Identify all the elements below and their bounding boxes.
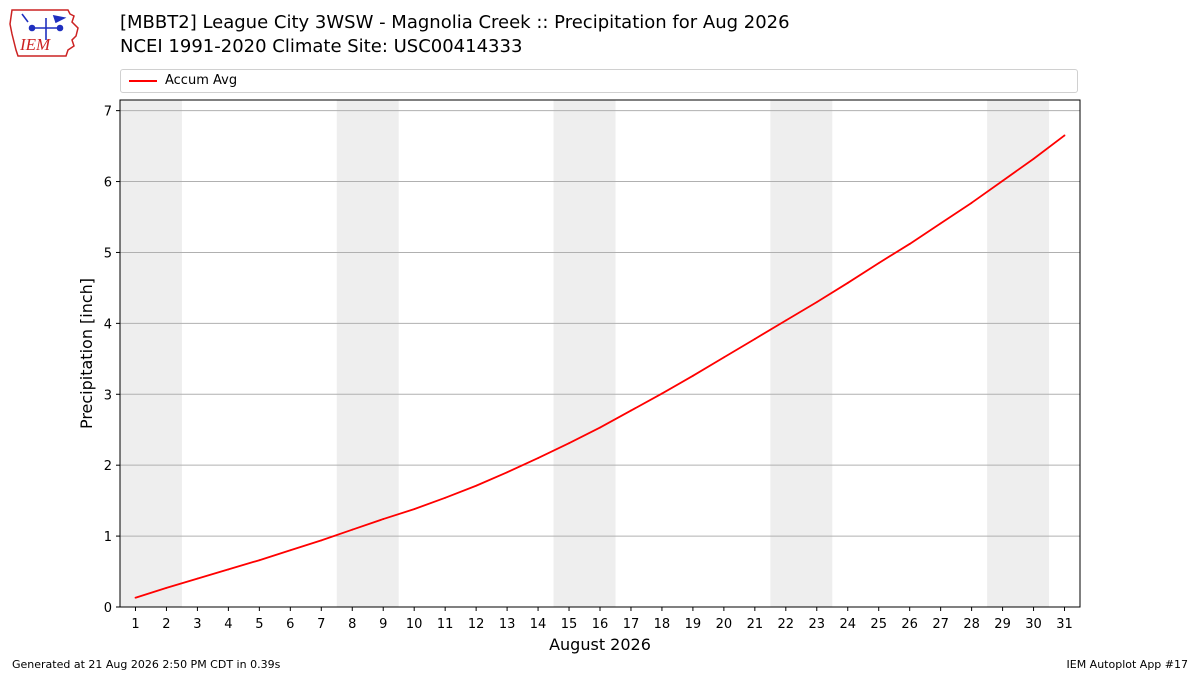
x-tick-label-11: 11 [437,617,454,632]
x-tick-label-27: 27 [932,617,949,632]
x-tick-label-4: 4 [224,617,232,632]
generated-timestamp: Generated at 21 Aug 2026 2:50 PM CDT in … [12,658,281,671]
data-point-day-1 [134,596,137,599]
x-tick-label-15: 15 [561,617,578,632]
data-point-day-8 [351,528,354,531]
x-tick-label-13: 13 [499,617,516,632]
x-tick-label-26: 26 [901,617,918,632]
data-point-day-19 [692,374,694,377]
data-point-day-22 [784,319,787,322]
x-tick-label-6: 6 [286,617,294,632]
data-point-day-13 [506,471,508,474]
data-point-day-26 [908,243,911,245]
data-point-day-30 [1032,157,1035,160]
legend-label-accum-avg: Accum Avg [165,73,238,88]
data-point-day-10 [413,508,416,511]
y-tick-label-2: 2 [104,459,112,474]
x-tick-label-19: 19 [685,617,702,632]
x-tick-label-14: 14 [530,617,547,632]
weekend-band-3 [553,100,616,607]
data-point-day-21 [753,338,756,340]
plot-frame [119,99,1081,608]
data-point-day-29 [1001,179,1004,182]
logo-text: IEM [19,35,51,54]
x-tick-label-3: 3 [193,617,201,632]
x-tick-label-23: 23 [809,617,826,632]
data-point-day-7 [320,539,323,542]
x-tick-label-28: 28 [963,617,980,632]
data-point-day-18 [661,392,663,395]
data-point-day-12 [475,484,478,487]
chart-legend: Accum Avg [120,69,1078,93]
x-tick-label-8: 8 [348,617,356,632]
data-point-day-4 [227,568,230,571]
y-tick-label-5: 5 [104,246,112,261]
x-tick-label-29: 29 [994,617,1011,632]
data-point-day-5 [258,559,261,562]
x-tick-label-21: 21 [747,617,764,632]
x-tick-label-16: 16 [592,617,609,632]
y-tick-label-7: 7 [104,105,112,120]
data-point-day-15 [568,442,570,445]
data-point-day-28 [970,201,973,204]
x-tick-label-7: 7 [317,617,325,632]
x-tick-label-18: 18 [654,617,671,632]
x-tick-label-22: 22 [778,617,795,632]
x-tick-label-17: 17 [623,617,640,632]
y-tick-label-0: 0 [104,601,112,616]
weekend-band-1 [120,100,182,607]
data-point-day-14 [537,457,539,459]
data-point-day-2 [165,586,168,589]
x-tick-label-25: 25 [870,617,887,632]
weekend-band-2 [336,100,399,607]
data-point-day-3 [196,577,199,580]
data-point-day-25 [877,262,880,264]
data-point-day-6 [289,549,292,552]
data-point-day-27 [939,222,942,225]
x-tick-label-10: 10 [406,617,423,632]
weekend-band-5 [987,100,1050,607]
y-tick-label-6: 6 [104,176,112,191]
y-tick-label-1: 1 [104,530,112,545]
x-tick-label-24: 24 [839,617,856,632]
data-point-day-23 [815,301,818,303]
data-point-day-9 [382,518,385,520]
x-tick-label-12: 12 [468,617,485,632]
iem-logo: IEM [9,9,79,57]
y-axis-label: Precipitation [inch] [77,278,96,429]
x-tick-label-20: 20 [716,617,733,632]
y-tick-label-4: 4 [104,317,112,332]
chart-subtitle: NCEI 1991-2020 Climate Site: USC00414333 [120,36,523,57]
weekend-band-4 [770,100,833,607]
data-point-day-20 [722,356,725,359]
x-tick-label-1: 1 [131,617,139,632]
x-tick-label-31: 31 [1056,617,1073,632]
x-tick-label-30: 30 [1025,617,1042,632]
chart-title: [MBBT2] League City 3WSW - Magnolia Cree… [120,12,790,33]
autoplot-app-label: IEM Autoplot App #17 [1066,658,1189,671]
x-axis-label: August 2026 [549,635,651,654]
x-tick-label-5: 5 [255,617,263,632]
x-tick-label-9: 9 [379,617,387,632]
y-tick-label-3: 3 [104,388,112,403]
legend-swatch-accum-avg [129,80,157,82]
data-point-day-31 [1063,134,1066,137]
data-point-day-16 [599,426,601,429]
data-point-day-17 [630,409,632,412]
x-tick-label-2: 2 [162,617,170,632]
data-point-day-11 [444,496,447,499]
series-line-accum-avg [135,134,1066,599]
weather-station-icon [21,13,67,40]
data-point-day-24 [846,282,849,284]
